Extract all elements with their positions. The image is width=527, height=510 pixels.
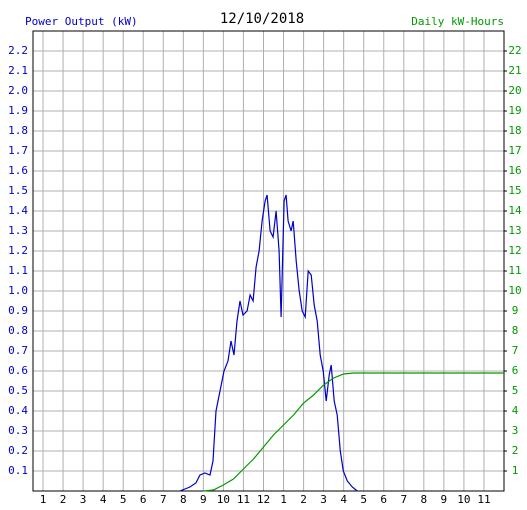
y-tick-label: 0.6 [8,364,28,377]
y-tick-label: 2.2 [8,44,28,57]
y-tick-label: 0.2 [8,444,28,457]
y-tick-label: 2.0 [8,84,28,97]
y-tick-label: 1.1 [8,264,28,277]
y-tick-label: 0.3 [8,424,28,437]
x-tick-label: 2 [60,493,67,506]
x-tick-label: 5 [360,493,367,506]
y2-axis-label: Daily kW-Hours [411,15,504,28]
x-tick-label: 9 [441,493,448,506]
x-tick-label: 5 [120,493,127,506]
y2-tick-label: 19 [508,104,521,117]
x-tick-label: 2 [300,493,307,506]
x-tick-label: 11 [477,493,490,506]
y2-tick-label: 13 [508,224,521,237]
y2-tick-label: 8 [512,324,519,337]
x-tick-label: 3 [80,493,87,506]
x-tick-label: 7 [160,493,167,506]
y2-tick-label: 15 [508,184,521,197]
y2-tick-label: 18 [508,124,521,137]
x-tick-label: 1 [40,493,47,506]
x-tick-label: 8 [180,493,187,506]
y2-tick-label: 4 [512,404,519,417]
x-tick-label: 3 [320,493,327,506]
y2-tick-label: 22 [508,44,521,57]
y-tick-label: 0.8 [8,324,28,337]
data-line [203,372,504,492]
y-tick-label: 1.2 [8,244,28,257]
y2-tick-label: 16 [508,164,521,177]
y2-tick-label: 5 [512,384,519,397]
y-tick-label: 1.3 [8,224,28,237]
data-line [179,194,358,492]
x-tick-label: 4 [340,493,347,506]
x-tick-label: 1 [280,493,287,506]
y-tick-label: 0.7 [8,344,28,357]
y2-tick-label: 7 [512,344,519,357]
y-tick-label: 1.9 [8,104,28,117]
x-tick-label: 10 [217,493,230,506]
y-tick-label: 1.7 [8,144,28,157]
y2-tick-label: 12 [508,244,521,257]
y2-tick-label: 3 [512,424,519,437]
y2-tick-label: 10 [508,284,521,297]
x-tick-label: 6 [140,493,147,506]
y-axis-label: Power Output (kW) [25,15,138,28]
y-tick-label: 2.1 [8,64,28,77]
y2-tick-label: 17 [508,144,521,157]
chart-title: 12/10/2018 [220,11,304,27]
x-tick-label: 11 [237,493,250,506]
y-tick-label: 0.4 [8,404,28,417]
y-tick-label: 0.1 [8,464,28,477]
y-tick-label: 0.5 [8,384,28,397]
y-tick-label: 1.8 [8,124,28,137]
y-tick-label: 0.9 [8,304,28,317]
x-tick-label: 8 [421,493,428,506]
y2-tick-label: 14 [508,204,522,217]
y2-tick-label: 6 [512,364,519,377]
x-tick-label: 9 [200,493,207,506]
x-tick-label: 6 [380,493,387,506]
x-tick-label: 12 [257,493,270,506]
y2-tick-label: 1 [512,464,519,477]
plot-frame [32,30,505,492]
x-tick-label: 7 [400,493,407,506]
x-tick-label: 10 [457,493,470,506]
x-tick-label: 4 [100,493,107,506]
y-tick-label: 1.0 [8,284,28,297]
y2-tick-label: 2 [512,444,519,457]
y-tick-label: 1.5 [8,184,28,197]
y-tick-label: 1.4 [8,204,28,217]
y2-tick-label: 20 [508,84,521,97]
y2-tick-label: 21 [508,64,521,77]
y2-tick-label: 9 [512,304,519,317]
y2-tick-label: 11 [508,264,521,277]
y-tick-label: 1.6 [8,164,28,177]
